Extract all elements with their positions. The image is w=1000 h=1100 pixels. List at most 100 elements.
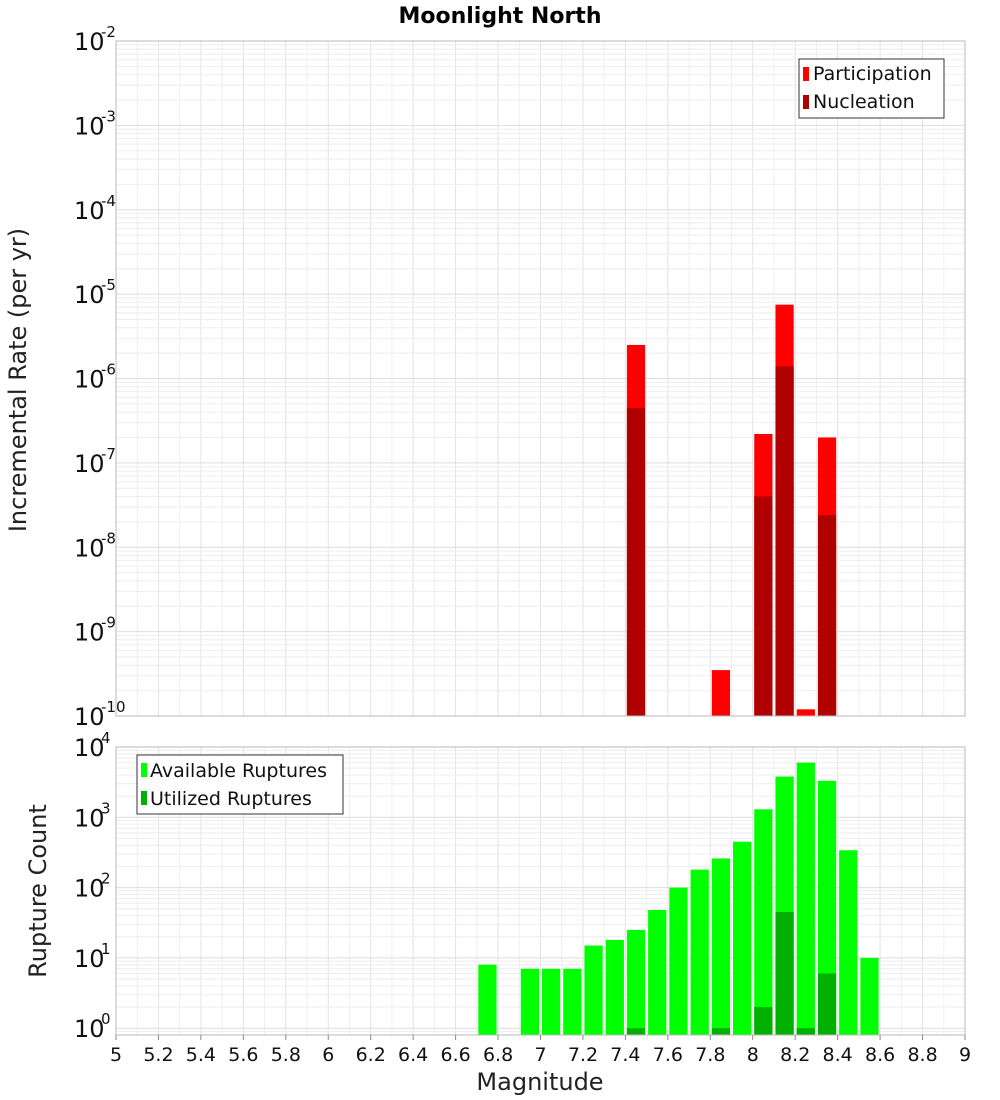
x-tick-label: 6.8 — [483, 1044, 513, 1066]
bar-available-ruptures — [733, 841, 752, 1035]
y-tick-label: 10 — [74, 534, 105, 562]
y-tick-exponent: -6 — [101, 361, 116, 379]
bar-utilized-ruptures — [711, 1028, 731, 1035]
legend-label-utilized-ruptures: Utilized Ruptures — [150, 788, 312, 810]
y-tick-exponent: -7 — [101, 445, 116, 463]
y-tick-exponent: -5 — [101, 276, 116, 294]
legend-label-participation: Participation — [813, 63, 932, 85]
bar-available-ruptures — [520, 968, 539, 1035]
panel-bottom-legend: Available Ruptures Utilized Ruptures — [136, 754, 344, 815]
x-tick-label: 5.4 — [186, 1044, 216, 1066]
x-tick-label: 7 — [534, 1044, 546, 1066]
y-tick-label: 10 — [74, 281, 105, 309]
bar-available-ruptures — [860, 957, 879, 1035]
y-tick-exponent: -9 — [101, 614, 116, 632]
y-tick-label: 10 — [74, 197, 105, 225]
y-tick-label: 10 — [74, 366, 105, 394]
y-tick-exponent: 1 — [101, 940, 111, 958]
y-tick-exponent: -3 — [101, 107, 116, 125]
chart-title: Moonlight North — [398, 4, 601, 29]
bar-nucleation — [626, 407, 646, 716]
bar-utilized-ruptures — [817, 973, 837, 1035]
bar-available-ruptures — [605, 939, 624, 1035]
bar-nucleation — [817, 515, 837, 716]
panel-top-grid — [115, 40, 966, 717]
x-tick-label: 8.8 — [907, 1044, 937, 1066]
bar-available-ruptures — [584, 945, 603, 1035]
x-tick-label: 8.6 — [865, 1044, 895, 1066]
y-tick-label: 10 — [74, 945, 105, 973]
x-tick-label: 5.6 — [228, 1044, 258, 1066]
y-tick-label: 10 — [74, 619, 105, 647]
bar-nucleation — [754, 496, 773, 716]
panel-top-legend-box — [798, 58, 945, 119]
bar-available-ruptures — [648, 910, 667, 1035]
x-tick-label: 6.2 — [356, 1044, 386, 1066]
x-tick-label: 5 — [110, 1044, 122, 1066]
x-axis-ticks: 5 5.2 5.4 5.6 5.8 6 6.2 6.4 6.6 6.8 7 7.2 7.4 7.6 7.8 8… — [110, 1035, 971, 1066]
x-tick-label: 7.4 — [610, 1044, 640, 1066]
bar-available-ruptures — [690, 869, 709, 1035]
y-tick-exponent: 3 — [101, 799, 111, 817]
bar-available-ruptures — [478, 964, 497, 1035]
y-tick-exponent: -8 — [101, 529, 116, 547]
panel-top-bars — [626, 304, 837, 716]
y-tick-label: 10 — [74, 703, 105, 731]
y-tick-exponent: 0 — [101, 1010, 111, 1028]
bar-available-ruptures — [817, 780, 837, 1035]
bar-participation — [711, 670, 731, 716]
legend-swatch-participation — [803, 67, 809, 81]
panel-top-legend: Participation Nucleation — [798, 58, 945, 119]
y-tick-exponent: -2 — [101, 23, 116, 41]
x-tick-label: 6.4 — [398, 1044, 428, 1066]
panel-bottom-y-axis-label: Rupture Count — [24, 804, 52, 978]
bar-available-ruptures — [542, 968, 561, 1035]
x-axis-label: Magnitude — [476, 1068, 603, 1096]
bar-nucleation — [775, 366, 794, 716]
y-tick-label: 10 — [74, 804, 105, 832]
y-tick-exponent: -10 — [101, 698, 126, 716]
panel-bottom-bars — [478, 762, 879, 1035]
bar-available-ruptures — [839, 850, 858, 1035]
y-tick-label: 10 — [74, 450, 105, 478]
x-tick-label: 9 — [959, 1044, 971, 1066]
x-tick-label: 6 — [322, 1044, 334, 1066]
bar-utilized-ruptures — [626, 1028, 646, 1035]
y-tick-exponent: 4 — [101, 729, 111, 747]
y-tick-label: 10 — [74, 734, 105, 762]
x-tick-label: 7.2 — [568, 1044, 598, 1066]
y-tick-label: 10 — [74, 1015, 105, 1043]
bar-utilized-ruptures — [775, 911, 794, 1035]
y-tick-label: 10 — [74, 112, 105, 140]
legend-swatch-available-ruptures — [141, 763, 147, 777]
bar-available-ruptures — [626, 929, 646, 1035]
bar-available-ruptures — [754, 809, 773, 1035]
panel-bottom-legend-box — [136, 754, 344, 815]
panel-top-y-axis-label: Incremental Rate (per yr) — [4, 228, 32, 532]
bar-utilized-ruptures — [796, 1028, 815, 1035]
bar-utilized-ruptures — [754, 1007, 773, 1035]
bar-available-ruptures — [563, 968, 582, 1035]
x-tick-label: 8 — [747, 1044, 759, 1066]
x-tick-label: 7.8 — [695, 1044, 725, 1066]
bar-participation — [796, 709, 815, 716]
legend-label-nucleation: Nucleation — [813, 91, 915, 113]
bar-available-ruptures — [796, 762, 815, 1035]
legend-label-available-ruptures: Available Ruptures — [150, 760, 327, 782]
x-tick-label: 5.8 — [271, 1044, 301, 1066]
bar-available-ruptures — [669, 887, 688, 1035]
x-tick-label: 7.6 — [653, 1044, 683, 1066]
x-tick-label: 8.4 — [823, 1044, 853, 1066]
y-tick-exponent: -4 — [101, 192, 116, 210]
panel-top-frame — [115, 40, 966, 717]
x-tick-label: 6.6 — [440, 1044, 470, 1066]
x-tick-label: 8.2 — [780, 1044, 810, 1066]
y-tick-exponent: 2 — [101, 870, 111, 888]
x-tick-label: 5.2 — [143, 1044, 173, 1066]
y-tick-label: 10 — [74, 875, 105, 903]
legend-swatch-nucleation — [803, 95, 809, 109]
